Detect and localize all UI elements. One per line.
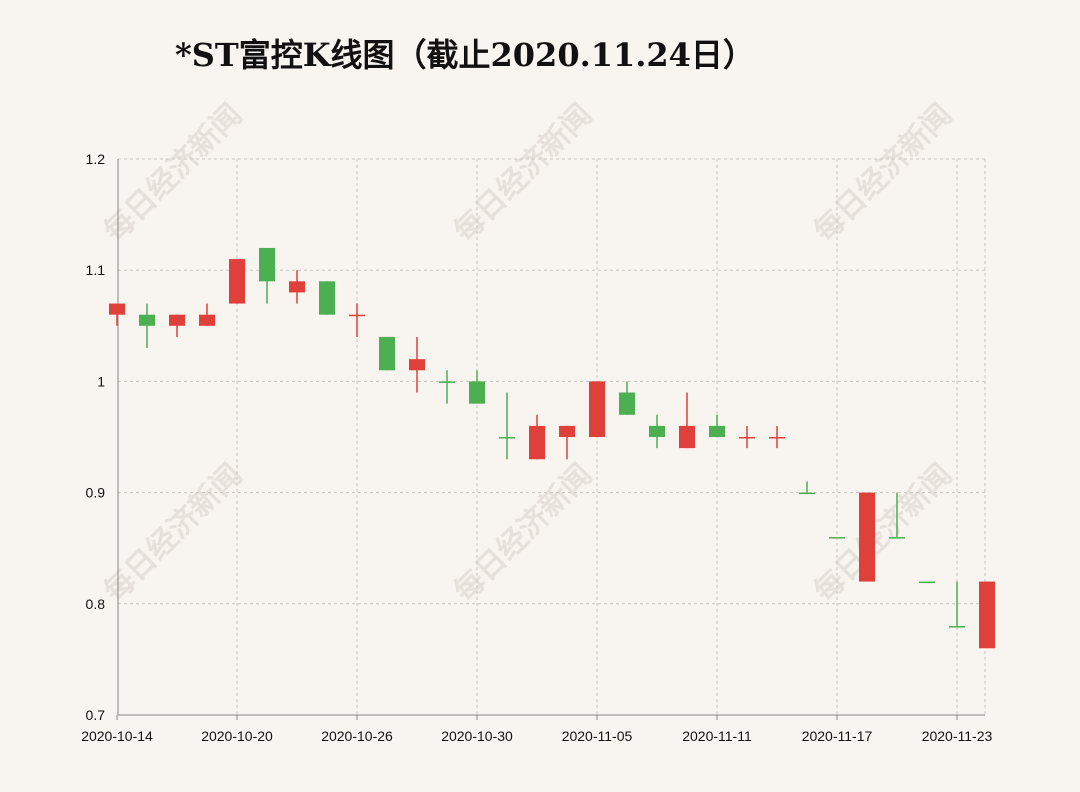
watermark-text: 每日经济新闻 — [807, 457, 959, 609]
candle-body — [229, 259, 245, 304]
candle-body — [919, 581, 935, 584]
y-tick-label: 0.9 — [86, 485, 106, 501]
y-tick-label: 1.2 — [86, 151, 106, 167]
candle-body — [469, 381, 485, 404]
x-tick-label: 2020-11-17 — [802, 728, 873, 744]
x-tick-label: 2020-10-14 — [81, 728, 153, 744]
candle-body — [379, 336, 395, 371]
watermark-text: 每日经济新闻 — [447, 97, 599, 249]
candle-body — [859, 492, 875, 582]
candle-body — [289, 281, 305, 293]
candle-body — [319, 281, 335, 315]
candle-body — [619, 392, 635, 415]
candle-body — [739, 437, 755, 439]
x-tick-label: 2020-11-11 — [682, 728, 752, 744]
chart-title: *ST富控K线图（截止2020.11.24日） — [175, 36, 755, 74]
x-tick-label: 2020-10-26 — [321, 728, 393, 744]
candle-body — [679, 425, 695, 449]
candle-body — [589, 381, 605, 437]
candle-body — [889, 537, 905, 539]
candle-body — [139, 314, 155, 326]
candle-body — [649, 425, 665, 437]
candle-body — [709, 425, 725, 437]
candle-body — [949, 626, 965, 628]
watermark-text: 每日经济新闻 — [807, 97, 959, 249]
candle-body — [349, 314, 365, 317]
candle-body — [199, 314, 215, 326]
candle-body — [499, 437, 515, 439]
y-tick-label: 0.8 — [86, 596, 106, 612]
candle-body — [799, 492, 815, 495]
y-tick-label: 1.1 — [86, 262, 106, 278]
candle-body — [409, 359, 425, 371]
candle-body — [559, 425, 575, 437]
candle-body — [529, 425, 545, 460]
watermark-text: 每日经济新闻 — [447, 457, 599, 609]
x-tick-label: 2020-10-20 — [201, 728, 273, 744]
candle-body — [979, 581, 995, 649]
candle-body — [439, 381, 455, 383]
y-tick-label: 0.7 — [86, 707, 106, 723]
candle-body — [109, 303, 125, 315]
candle-body — [829, 537, 845, 539]
candle-body — [769, 437, 785, 439]
x-tick-label: 2020-11-23 — [922, 728, 993, 744]
watermark-text: 每日经济新闻 — [97, 97, 249, 249]
x-tick-label: 2020-11-05 — [562, 728, 633, 744]
x-tick-label: 2020-10-30 — [441, 728, 513, 744]
watermark-text: 每日经济新闻 — [97, 457, 249, 609]
candle-body — [259, 247, 275, 282]
y-tick-label: 1 — [97, 373, 105, 389]
candle-body — [169, 314, 185, 326]
